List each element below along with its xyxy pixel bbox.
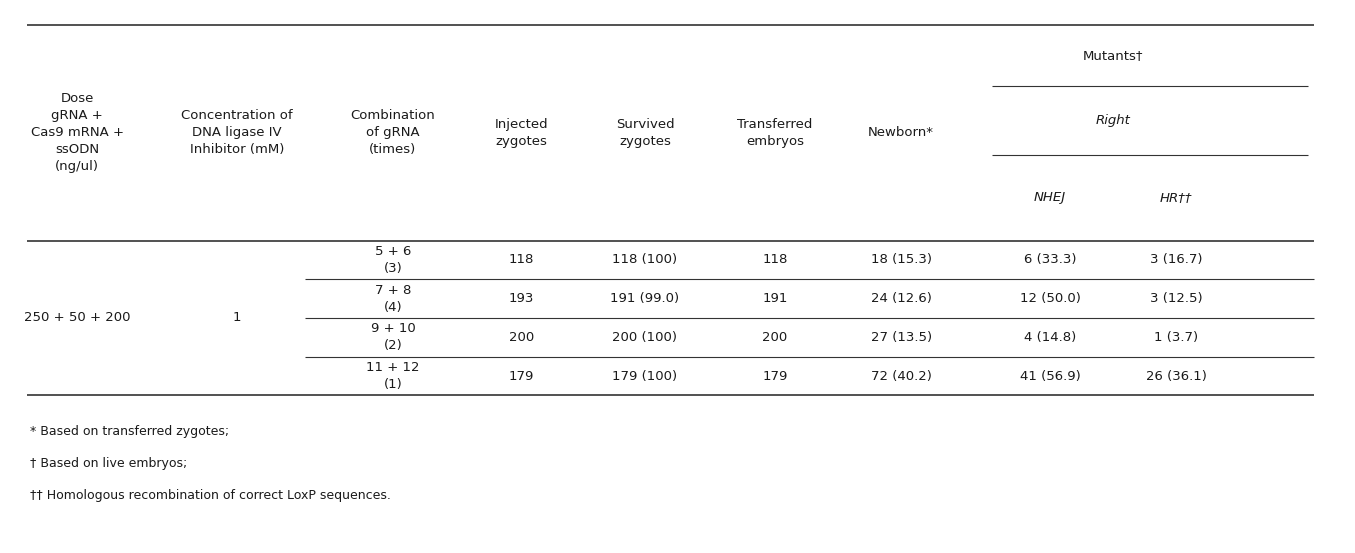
Text: 200 (100): 200 (100) [612, 331, 678, 344]
Text: 250 + 50 + 200: 250 + 50 + 200 [24, 311, 130, 325]
Text: 118 (100): 118 (100) [612, 253, 678, 267]
Text: 72 (40.2): 72 (40.2) [871, 369, 931, 383]
Text: 11 + 12
(1): 11 + 12 (1) [366, 361, 420, 391]
Text: 6 (33.3): 6 (33.3) [1024, 253, 1076, 267]
Text: 26 (36.1): 26 (36.1) [1146, 369, 1206, 383]
Text: 191: 191 [763, 292, 787, 305]
Text: 1: 1 [233, 311, 241, 325]
Text: 193: 193 [509, 292, 534, 305]
Text: HR††: HR†† [1160, 191, 1192, 204]
Text: Combination
of gRNA
(times): Combination of gRNA (times) [351, 109, 435, 156]
Text: 118: 118 [509, 253, 534, 267]
Text: 3 (16.7): 3 (16.7) [1150, 253, 1202, 267]
Text: 4 (14.8): 4 (14.8) [1024, 331, 1076, 344]
Text: Newborn*: Newborn* [869, 126, 934, 139]
Text: 179 (100): 179 (100) [612, 369, 678, 383]
Text: 200: 200 [509, 331, 534, 344]
Text: 191 (99.0): 191 (99.0) [610, 292, 680, 305]
Text: NHEJ: NHEJ [1034, 191, 1066, 204]
Text: 27 (13.5): 27 (13.5) [870, 331, 932, 344]
Text: † Based on live embryos;: † Based on live embryos; [30, 457, 187, 470]
Text: Concentration of
DNA ligase IV
Inhibitor (mM): Concentration of DNA ligase IV Inhibitor… [182, 109, 293, 156]
Text: 12 (50.0): 12 (50.0) [1020, 292, 1080, 305]
Text: 3 (12.5): 3 (12.5) [1150, 292, 1202, 305]
Text: Dose
gRNA +
Cas9 mRNA +
ssODN
(ng/ul): Dose gRNA + Cas9 mRNA + ssODN (ng/ul) [31, 92, 123, 173]
Text: Mutants†: Mutants† [1083, 49, 1144, 62]
Text: 5 + 6
(3): 5 + 6 (3) [375, 245, 411, 275]
Text: 18 (15.3): 18 (15.3) [870, 253, 932, 267]
Text: †† Homologous recombination of correct LoxP sequences.: †† Homologous recombination of correct L… [30, 489, 390, 502]
Text: Injected
zygotes: Injected zygotes [495, 118, 549, 148]
Text: 118: 118 [763, 253, 787, 267]
Text: 24 (12.6): 24 (12.6) [871, 292, 931, 305]
Text: 41 (56.9): 41 (56.9) [1020, 369, 1080, 383]
Text: 179: 179 [509, 369, 534, 383]
Text: Right: Right [1096, 114, 1130, 127]
Text: 179: 179 [763, 369, 787, 383]
Text: 9 + 10
(2): 9 + 10 (2) [370, 322, 416, 352]
Text: 200: 200 [763, 331, 787, 344]
Text: * Based on transferred zygotes;: * Based on transferred zygotes; [30, 425, 229, 438]
Text: 1 (3.7): 1 (3.7) [1154, 331, 1198, 344]
Text: Transferred
embryos: Transferred embryos [737, 118, 813, 148]
Text: 7 + 8
(4): 7 + 8 (4) [375, 284, 411, 314]
Text: Survived
zygotes: Survived zygotes [615, 118, 675, 148]
